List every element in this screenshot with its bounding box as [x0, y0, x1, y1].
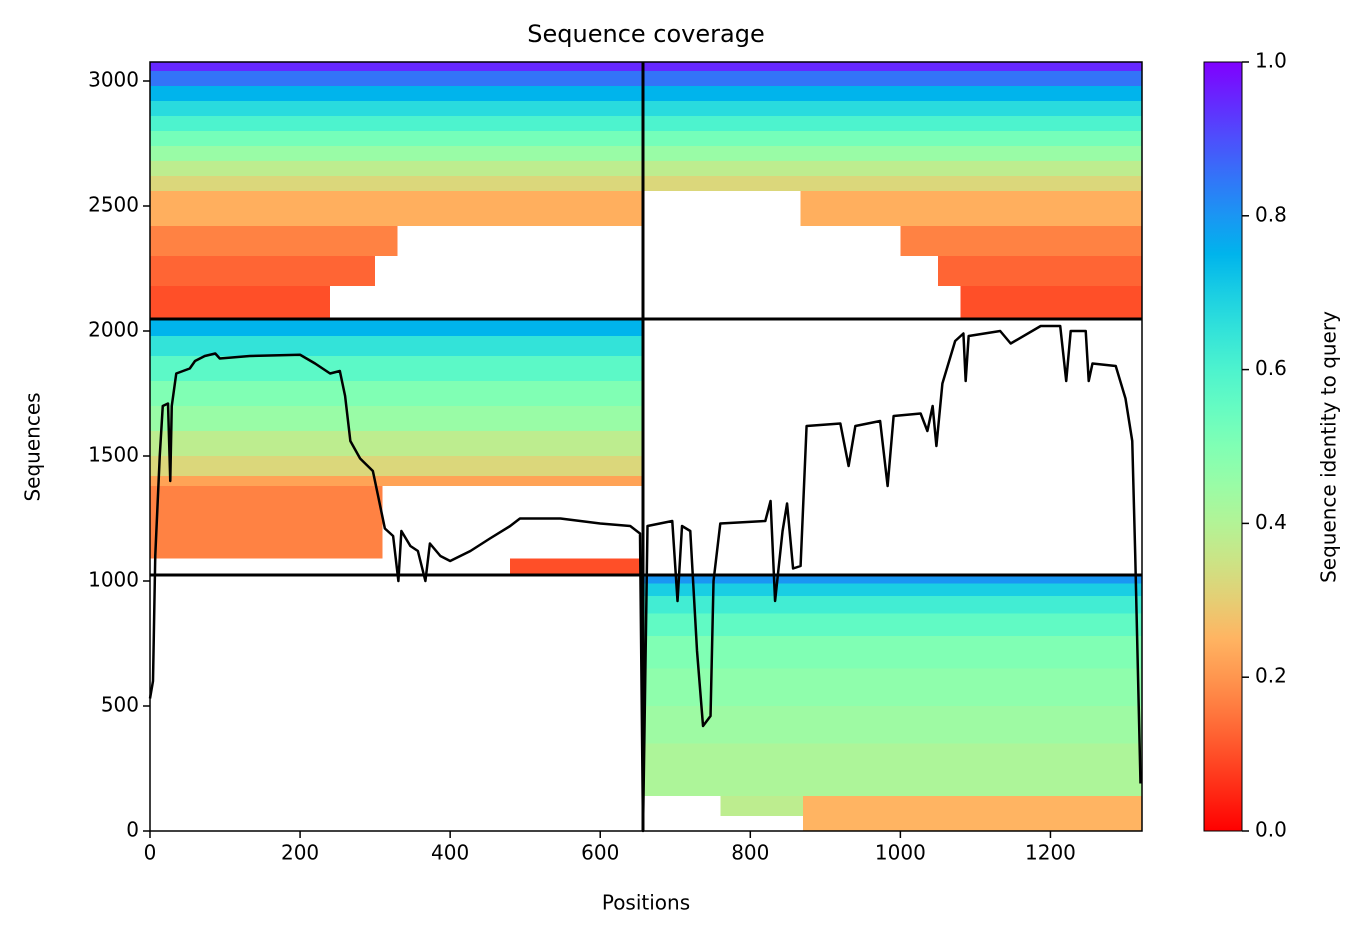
y-tick-label: 3000: [88, 68, 139, 92]
plot-frame: [149, 61, 1143, 832]
y-tick-label: 2500: [88, 193, 139, 217]
x-tick-label: 1000: [875, 841, 926, 865]
heatmap-cell: [642, 583, 1142, 596]
heatmap-cell: [900, 226, 1142, 256]
heatmap-cell: [642, 613, 1142, 636]
heatmap-cell: [800, 191, 1142, 226]
colorbar: [1203, 61, 1243, 832]
x-tick-label: 600: [581, 841, 619, 865]
heatmap-cell: [150, 456, 643, 476]
colorbar-tick-label: 1.0: [1255, 49, 1287, 73]
heatmap-cell: [510, 558, 643, 575]
heatmap-cell: [642, 743, 1142, 796]
heatmap: [150, 62, 1142, 831]
heatmap-cell: [150, 406, 643, 431]
colorbar-tick-label: 0.8: [1255, 202, 1287, 226]
heatmap-cell: [150, 431, 643, 456]
heatmap-cell: [642, 596, 1142, 614]
colorbar-tick-label: 0.4: [1255, 510, 1287, 534]
heatmap-cell: [150, 226, 398, 256]
heatmap-cell: [720, 796, 803, 816]
heatmap-cell: [150, 86, 1142, 101]
heatmap-cell: [642, 636, 1142, 669]
coverage-line: [148, 324, 1142, 833]
heatmap-cell: [150, 116, 1142, 131]
heatmap-cell: [150, 336, 643, 356]
x-tick-label: 0: [144, 841, 157, 865]
y-tick-label: 2000: [88, 318, 139, 342]
overlay: [148, 62, 1142, 833]
heatmap-cell: [150, 256, 376, 286]
x-tick-label: 400: [431, 841, 469, 865]
heatmap-cell: [802, 796, 1142, 831]
heatmap-cell: [150, 131, 1142, 146]
heatmap-cell: [150, 161, 1142, 176]
y-tick-label: 1000: [88, 568, 139, 592]
heatmap-cell: [150, 319, 643, 336]
colorbar-tick-label: 0.6: [1255, 356, 1287, 380]
x-axis-label: Positions: [602, 891, 690, 915]
colorbar-label: Sequence identity to query: [1317, 311, 1341, 583]
heatmap-cell: [642, 706, 1142, 744]
x-tick-label: 800: [731, 841, 769, 865]
colorbar-tick-label: 0.2: [1255, 664, 1287, 688]
heatmap-cell: [150, 476, 643, 486]
heatmap-cell: [150, 486, 383, 559]
heatmap-cell: [150, 62, 1142, 71]
heatmap-cell: [937, 256, 1142, 286]
heatmap-cell: [150, 71, 1142, 86]
y-tick-label: 0: [126, 818, 139, 842]
chart-title: Sequence coverage: [527, 20, 764, 48]
heatmap-cell: [150, 176, 1142, 191]
heatmap-cell: [150, 286, 331, 319]
colorbar-tick-label: 0.0: [1255, 818, 1287, 842]
y-tick-label: 500: [101, 693, 139, 717]
heatmap-cell: [642, 668, 1142, 706]
x-tick-label: 1200: [1025, 841, 1076, 865]
heatmap-cell: [960, 286, 1142, 319]
heatmap-cell: [150, 146, 1142, 161]
x-tick-label: 200: [281, 841, 319, 865]
y-axis-label: Sequences: [21, 392, 45, 501]
y-tick-label: 1500: [88, 443, 139, 467]
heatmap-cell: [642, 575, 1142, 584]
heatmap-cell: [150, 381, 643, 406]
heatmap-cell: [150, 191, 643, 226]
heatmap-cell: [150, 101, 1142, 116]
heatmap-cell: [150, 356, 643, 381]
